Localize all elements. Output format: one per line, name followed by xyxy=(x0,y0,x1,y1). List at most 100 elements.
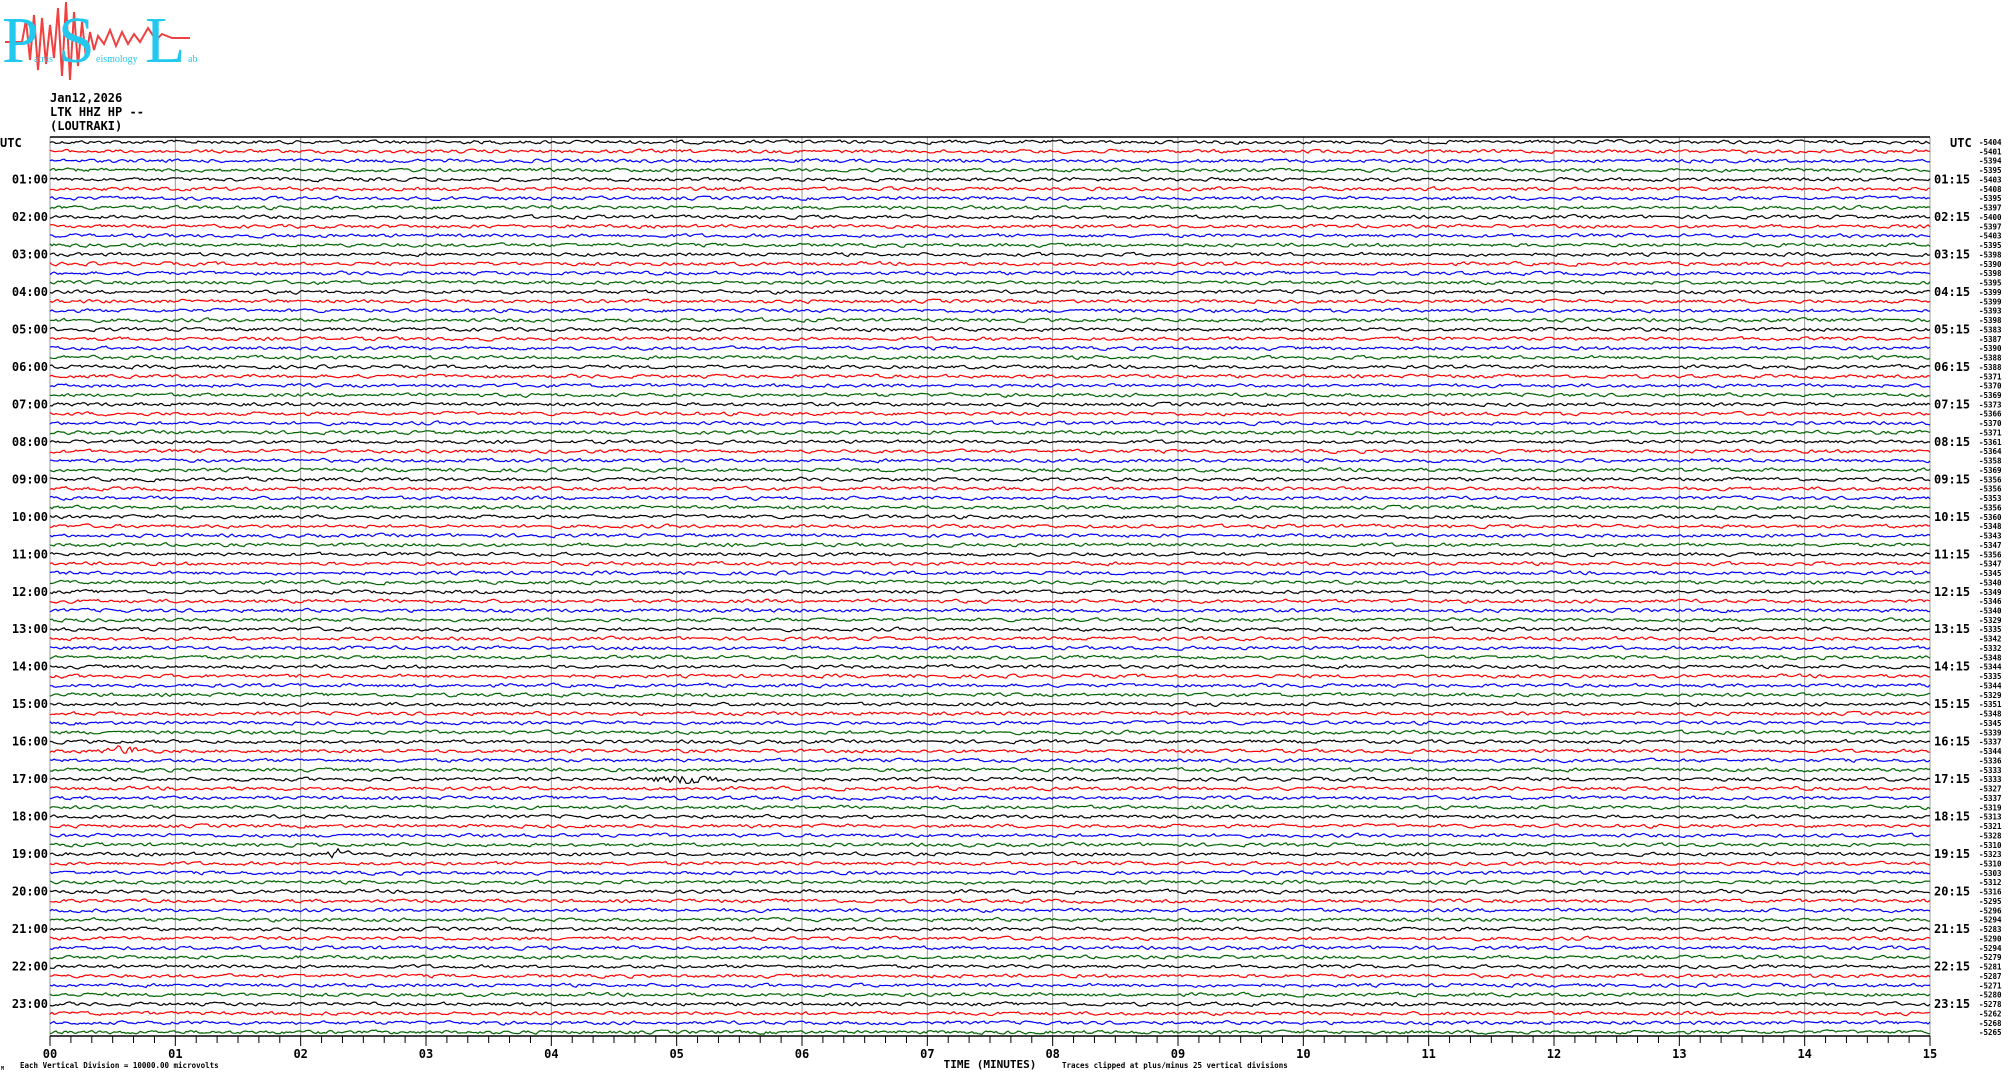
seismic-trace xyxy=(49,373,1931,380)
seismic-trace xyxy=(49,757,1931,764)
seismic-trace xyxy=(49,223,1931,230)
seismic-trace xyxy=(49,963,1931,970)
left-hour-label: 01:00 xyxy=(12,172,48,186)
seismic-trace xyxy=(49,260,1931,267)
trace-offset-label: -5369 xyxy=(1979,466,2002,475)
trace-offset-label: -5345 xyxy=(1979,719,2002,728)
left-hour-label: 10:00 xyxy=(12,510,48,524)
seismic-trace xyxy=(49,869,1931,876)
logo-letter-p: P xyxy=(2,4,39,77)
trace-offset-label: -5361 xyxy=(1979,438,2002,447)
trace-offset-label: -5393 xyxy=(1979,307,2002,316)
trace-offset-label: -5279 xyxy=(1979,953,2002,962)
right-hour-label: 17:15 xyxy=(1934,772,1970,786)
seismic-trace xyxy=(49,991,1931,998)
trace-offset-label: -5408 xyxy=(1979,185,2002,194)
left-hour-label: 12:00 xyxy=(12,585,48,599)
trace-offset-label: -5366 xyxy=(1979,410,2002,419)
trace-offset-label: -5387 xyxy=(1979,335,2002,344)
seismic-trace xyxy=(49,1001,1931,1008)
corner-mark: M xyxy=(1,1066,4,1072)
trace-offset-label: -5296 xyxy=(1979,906,2002,915)
right-hour-label: 10:15 xyxy=(1934,510,1970,524)
left-hour-label: 02:00 xyxy=(12,210,48,224)
seismic-trace xyxy=(49,345,1931,352)
seismic-trace xyxy=(49,513,1931,520)
seismic-trace xyxy=(49,841,1931,848)
trace-offset-label: -5294 xyxy=(1979,916,2002,925)
seismic-trace xyxy=(49,691,1931,698)
seismic-trace xyxy=(49,139,1931,145)
trace-offset-label: -5348 xyxy=(1979,710,2002,719)
seismic-trace xyxy=(49,363,1931,370)
trace-offset-label: -5283 xyxy=(1979,925,2002,934)
trace-offset-label: -5327 xyxy=(1979,785,2002,794)
seismic-trace xyxy=(49,888,1931,895)
right-hour-label: 02:15 xyxy=(1934,210,1970,224)
trace-offset-label: -5295 xyxy=(1979,897,2002,906)
trace-offset-label: -5287 xyxy=(1979,972,2002,981)
trace-offset-label: -5319 xyxy=(1979,803,2002,812)
x-tick-label: 00 xyxy=(43,1047,57,1061)
seismic-trace xyxy=(49,279,1931,286)
trace-offset-label: -5351 xyxy=(1979,700,2002,709)
seismic-trace xyxy=(49,729,1931,736)
logo-wave-icon xyxy=(5,1,190,81)
seismic-trace xyxy=(49,213,1931,221)
seismic-trace xyxy=(49,738,1931,745)
trace-offset-label: -5339 xyxy=(1979,728,2002,737)
right-hour-label: 07:15 xyxy=(1934,397,1970,411)
seismic-trace xyxy=(49,654,1931,661)
trace-offset-label: -5395 xyxy=(1979,194,2002,203)
trace-offset-label: -5281 xyxy=(1979,963,2002,972)
x-tick-label: 13 xyxy=(1672,1047,1686,1061)
seismic-trace xyxy=(49,954,1931,961)
trace-offset-label: -5404 xyxy=(1979,138,2002,147)
seismic-trace xyxy=(49,982,1931,989)
left-hour-label: 14:00 xyxy=(12,660,48,674)
logo-text-atras: atras xyxy=(34,54,53,65)
trace-offset-label: -5290 xyxy=(1979,934,2002,943)
trace-offset-label: -5335 xyxy=(1979,672,2002,681)
left-hour-label: 20:00 xyxy=(12,885,48,899)
trace-offset-label: -5395 xyxy=(1979,279,2002,288)
seismic-trace xyxy=(49,1019,1931,1026)
right-hour-label: 13:15 xyxy=(1934,622,1970,636)
trace-offset-label: -5303 xyxy=(1979,869,2002,878)
logo-letter-s: S xyxy=(58,4,95,77)
seismic-trace xyxy=(49,645,1931,651)
trace-offset-label: -5390 xyxy=(1979,260,2002,269)
seismic-trace xyxy=(49,448,1931,455)
trace-offset-label: -5340 xyxy=(1979,578,2002,587)
left-hour-label: 15:00 xyxy=(12,697,48,711)
seismic-trace xyxy=(49,204,1931,211)
trace-offset-label: -5278 xyxy=(1979,1000,2002,1009)
trace-offset-label: -5337 xyxy=(1979,794,2002,803)
seismic-trace xyxy=(49,560,1931,567)
seismic-trace xyxy=(49,167,1931,173)
trace-offset-label: -5399 xyxy=(1979,297,2002,306)
right-hour-label: 06:15 xyxy=(1934,360,1970,374)
trace-offset-label: -5344 xyxy=(1979,747,2002,756)
x-axis-title: TIME (MINUTES) xyxy=(944,1058,1037,1071)
trace-offset-label: -5397 xyxy=(1979,222,2002,231)
logo: P S L atras eismology ab xyxy=(2,1,197,81)
trace-offset-label: -5394 xyxy=(1979,157,2002,166)
trace-offset-label: -5398 xyxy=(1979,269,2002,278)
trace-offset-label: -5268 xyxy=(1979,1019,2002,1028)
right-hour-label: 14:15 xyxy=(1934,660,1970,674)
seismic-trace xyxy=(49,785,1931,792)
trace-offset-label: -5400 xyxy=(1979,213,2002,222)
x-tick-label: 15 xyxy=(1923,1047,1937,1061)
right-hour-label: 15:15 xyxy=(1934,697,1970,711)
seismic-trace xyxy=(49,354,1931,361)
seismic-trace xyxy=(49,823,1931,829)
trace-offset-label: -5364 xyxy=(1979,447,2002,456)
x-tick-label: 06 xyxy=(795,1047,809,1061)
right-hour-label: 23:15 xyxy=(1934,997,1970,1011)
seismic-trace xyxy=(49,1029,1931,1035)
trace-offset-label: -5347 xyxy=(1979,560,2002,569)
right-hour-label: 08:15 xyxy=(1934,435,1970,449)
x-tick-label: 04 xyxy=(544,1047,558,1061)
